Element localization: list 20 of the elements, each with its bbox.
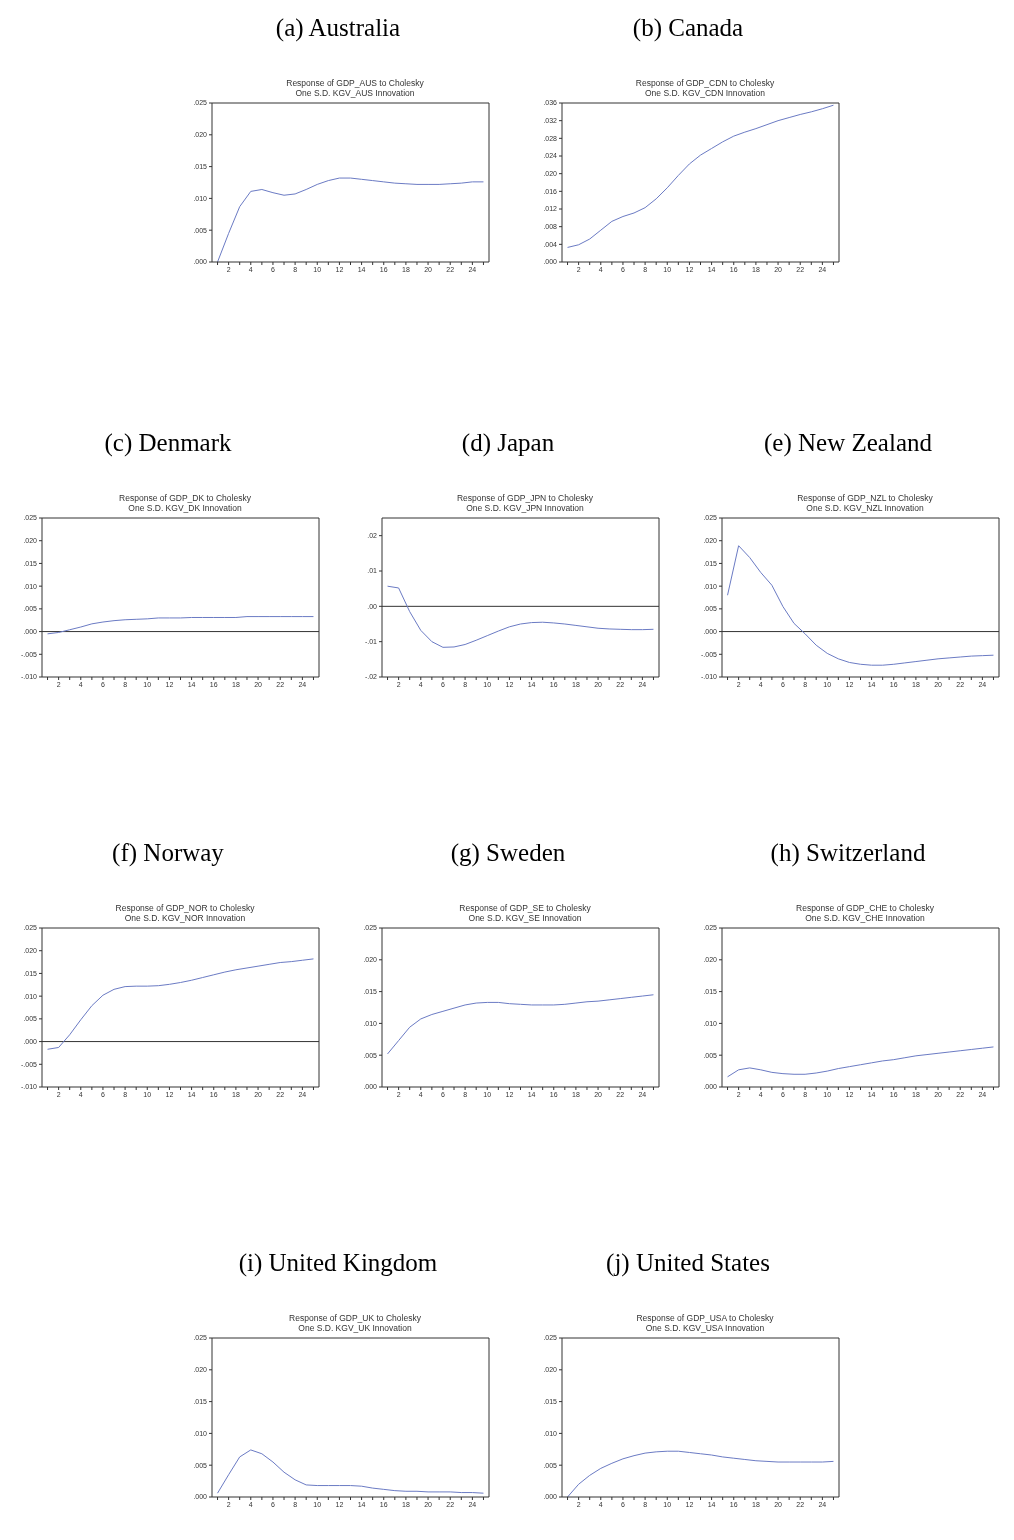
chart-subtitle: Response of GDP_CHE to Cholesky One S.D. KGV_CHE Innovation	[795, 903, 935, 923]
chart-subtitle: Response of GDP_DK to Cholesky One S.D. KGV_DK Innovation	[118, 493, 252, 513]
chart-subtitle: Response of GDP_NZL to Cholesky One S.D. KGV_NZL Innovation	[796, 493, 934, 513]
chart-subtitle: Response of GDP_SE to Cholesky One S.D. KGV_SE Innovation	[458, 903, 592, 923]
chart-subtitle: Response of GDP_UK to Cholesky One S.D. KGV_UK Innovation	[288, 1313, 422, 1333]
chart-subtitle: Response of GDP_USA to Cholesky One S.D. KGV_USA Innovation	[635, 1313, 775, 1333]
chart-subtitle: Response of GDP_AUS to Cholesky One S.D. KGV_AUS Innovation	[285, 78, 425, 98]
chart-title: (f) Norway	[111, 838, 225, 869]
chart-title: (d) Japan	[460, 428, 556, 458]
chart-title: (h) Switzerland	[769, 838, 927, 869]
chart-title: (a) Australia	[274, 13, 402, 44]
chart-title: (i) United Kingdom	[237, 1248, 439, 1278]
chart-title: (b) Canada	[631, 13, 745, 43]
chart-title: (g) Sweden	[449, 838, 567, 869]
chart-title: (j) United States	[605, 1248, 771, 1279]
chart-subtitle: Response of GDP_NOR to Cholesky One S.D. KGV_NOR Innovation	[114, 903, 256, 923]
chart-subtitle: Response of GDP_CDN to Cholesky One S.D. KGV_CDN Innovation	[634, 78, 776, 98]
chart-subtitle: Response of GDP_JPN to Cholesky One S.D. KGV_JPN Innovation	[455, 493, 595, 513]
chart-title: (c) Denmark	[103, 428, 233, 459]
chart-title: (e) New Zealand	[763, 428, 933, 459]
